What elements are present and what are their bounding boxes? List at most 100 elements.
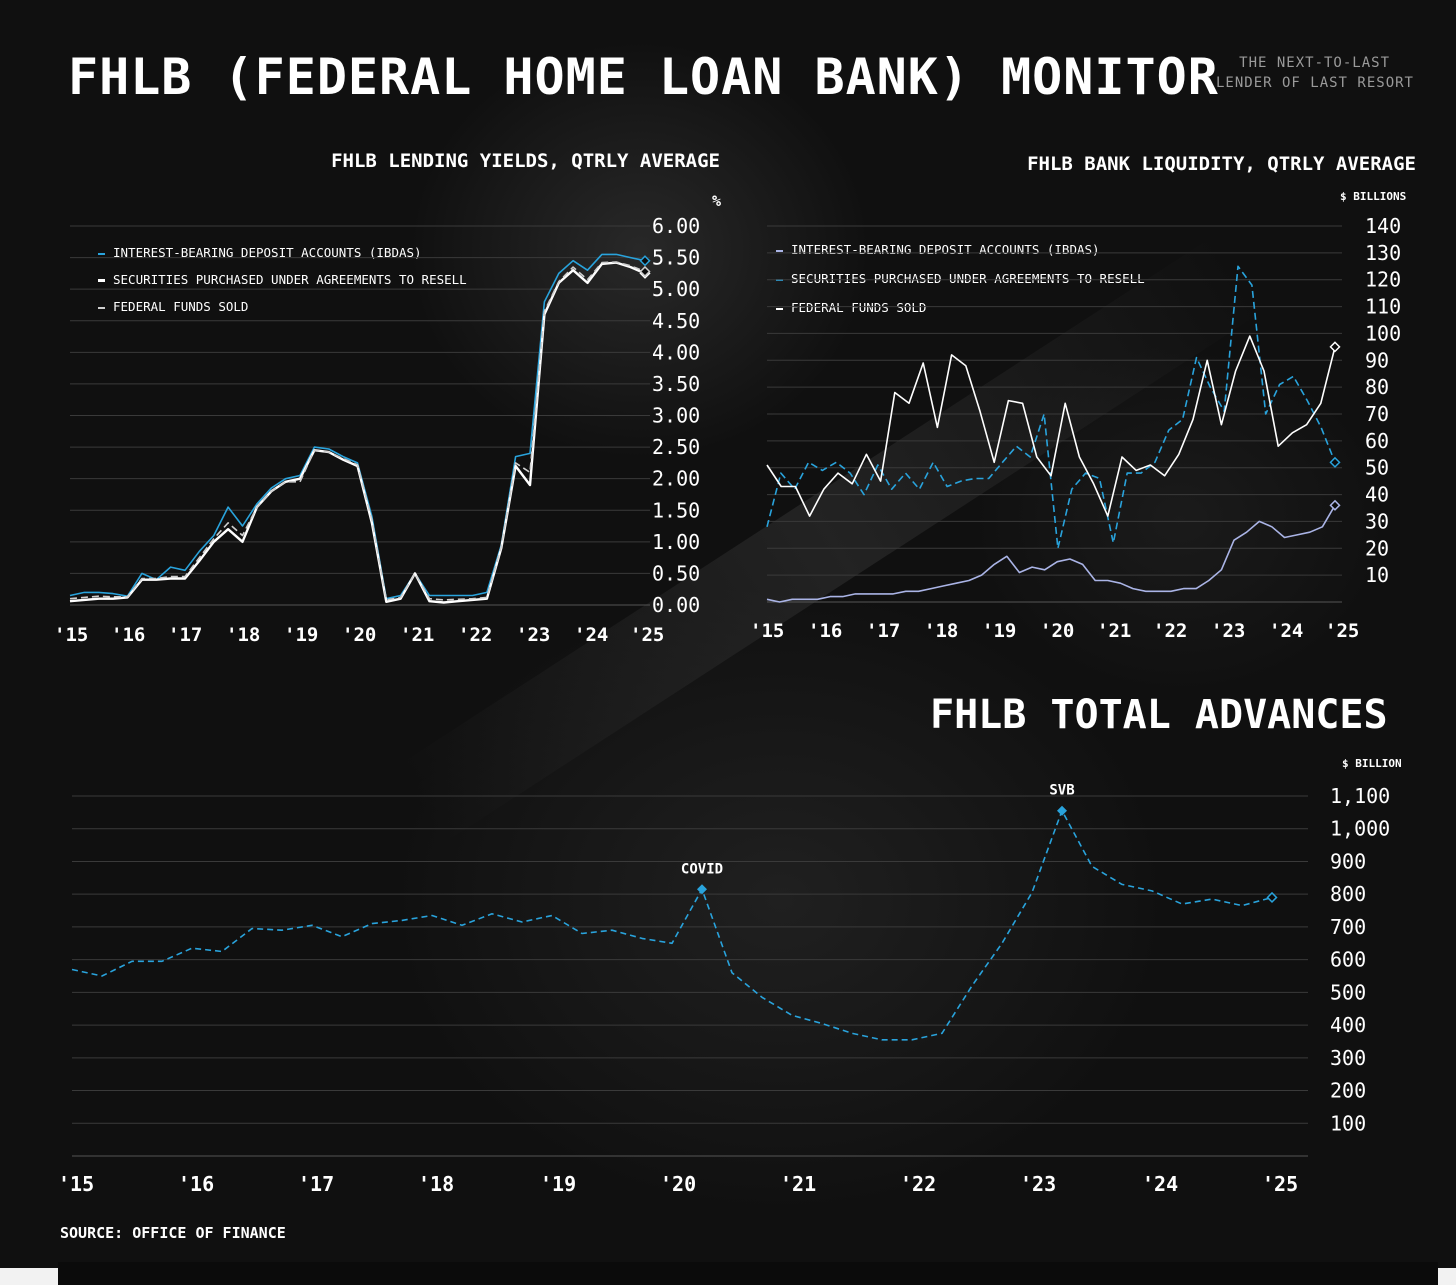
y-tick-label: 110 bbox=[1365, 295, 1401, 319]
x-tick-label: '24 bbox=[1269, 620, 1303, 642]
x-tick-label: '20 bbox=[342, 624, 376, 646]
x-tick-label: '15 bbox=[54, 624, 88, 646]
liquidity-chart-unit: $ BILLIONS bbox=[1340, 190, 1407, 203]
annotation-marker bbox=[697, 884, 707, 895]
x-tick-label: '17 bbox=[168, 624, 202, 646]
y-tick-label: 400 bbox=[1330, 1013, 1366, 1037]
y-tick-label: 4.00 bbox=[652, 340, 700, 364]
legend-item: FEDERAL FUNDS SOLD bbox=[98, 293, 467, 320]
x-tick-label: '16 bbox=[178, 1172, 214, 1196]
yields-chart-title: FHLB LENDING YIELDS, QTRLY AVERAGE bbox=[331, 150, 720, 172]
legend-item: FEDERAL FUNDS SOLD bbox=[776, 293, 1145, 322]
y-tick-label: 0.00 bbox=[652, 593, 700, 617]
y-tick-label: 5.50 bbox=[652, 246, 700, 270]
x-tick-label: '23 bbox=[1211, 620, 1245, 642]
y-tick-label: 70 bbox=[1365, 402, 1389, 426]
liquidity-chart-title: FHLB BANK LIQUIDITY, QTRLY AVERAGE bbox=[1027, 153, 1416, 175]
y-tick-label: 130 bbox=[1365, 241, 1401, 265]
series-line bbox=[71, 809, 1273, 1041]
y-tick-label: 600 bbox=[1330, 948, 1366, 972]
y-tick-label: 2.50 bbox=[652, 435, 700, 459]
y-tick-label: 500 bbox=[1330, 980, 1366, 1004]
x-tick-label: '18 bbox=[924, 620, 958, 642]
x-tick-label: '21 bbox=[780, 1172, 816, 1196]
legend-swatch bbox=[98, 306, 105, 309]
x-tick-label: '25 bbox=[1325, 620, 1359, 642]
x-tick-label: '21 bbox=[400, 624, 434, 646]
y-tick-label: 3.00 bbox=[652, 404, 700, 428]
annotation-label: COVID bbox=[681, 861, 723, 877]
legend-label: SECURITIES PURCHASED UNDER AGREEMENTS TO… bbox=[113, 272, 467, 287]
series-end-marker bbox=[1329, 456, 1341, 468]
y-tick-label: 100 bbox=[1330, 1111, 1366, 1135]
x-tick-label: '20 bbox=[1040, 620, 1074, 642]
y-tick-label: 0.50 bbox=[652, 561, 700, 585]
y-tick-label: 40 bbox=[1365, 483, 1389, 507]
legend-label: SECURITIES PURCHASED UNDER AGREEMENTS TO… bbox=[791, 271, 1145, 286]
y-tick-label: 120 bbox=[1365, 268, 1401, 292]
y-tick-label: 6.00 bbox=[652, 214, 700, 238]
y-tick-label: 2.00 bbox=[652, 467, 700, 491]
series-line bbox=[69, 261, 646, 604]
bottom-panel bbox=[58, 1262, 1438, 1285]
y-tick-label: 900 bbox=[1330, 849, 1366, 873]
x-tick-label: '15 bbox=[58, 1172, 94, 1196]
x-tick-label: '17 bbox=[866, 620, 900, 642]
y-tick-label: 3.50 bbox=[652, 372, 700, 396]
series-end-marker bbox=[639, 255, 651, 267]
y-tick-label: 80 bbox=[1365, 375, 1389, 399]
y-tick-label: 800 bbox=[1330, 882, 1366, 906]
y-tick-label: 1.00 bbox=[652, 530, 700, 554]
y-tick-label: 20 bbox=[1365, 536, 1389, 560]
x-tick-label: '23 bbox=[516, 624, 550, 646]
x-tick-label: '19 bbox=[284, 624, 318, 646]
x-tick-label: '25 bbox=[630, 624, 664, 646]
yields-legend: INTEREST-BEARING DEPOSIT ACCOUNTS (IBDAS… bbox=[98, 239, 467, 320]
x-tick-label: '25 bbox=[1262, 1172, 1298, 1196]
y-tick-label: 5.00 bbox=[652, 277, 700, 301]
legend-label: FEDERAL FUNDS SOLD bbox=[791, 300, 927, 315]
annotation-marker bbox=[1057, 805, 1067, 816]
series-end-marker bbox=[1329, 499, 1341, 511]
advances-chart-unit: $ BILLION bbox=[1342, 757, 1402, 770]
legend-item: SECURITIES PURCHASED UNDER AGREEMENTS TO… bbox=[98, 266, 467, 293]
legend-label: FEDERAL FUNDS SOLD bbox=[113, 299, 249, 314]
x-tick-label: '16 bbox=[111, 624, 145, 646]
page-title: FHLB (FEDERAL HOME LOAN BANK) MONITOR bbox=[68, 48, 1219, 106]
y-tick-label: 200 bbox=[1330, 1079, 1366, 1103]
x-tick-label: '24 bbox=[1142, 1172, 1178, 1196]
legend-swatch bbox=[776, 249, 783, 252]
annotation-label: SVB bbox=[1049, 783, 1074, 799]
x-tick-label: '17 bbox=[298, 1172, 334, 1196]
tagline-line-1: THE NEXT-TO-LAST bbox=[1239, 55, 1390, 71]
y-tick-label: 700 bbox=[1330, 915, 1366, 939]
x-tick-label: '24 bbox=[574, 624, 608, 646]
y-tick-label: 10 bbox=[1365, 563, 1389, 587]
x-tick-label: '22 bbox=[900, 1172, 936, 1196]
x-tick-label: '16 bbox=[808, 620, 842, 642]
legend-swatch bbox=[776, 307, 783, 310]
legend-swatch bbox=[98, 252, 105, 255]
x-tick-label: '19 bbox=[540, 1172, 576, 1196]
y-tick-label: 90 bbox=[1365, 348, 1389, 372]
series-line bbox=[766, 335, 1336, 517]
y-tick-label: 300 bbox=[1330, 1046, 1366, 1070]
legend-swatch bbox=[98, 279, 105, 282]
series-end-marker bbox=[1266, 891, 1278, 904]
x-tick-label: '18 bbox=[226, 624, 260, 646]
y-tick-label: 4.50 bbox=[652, 309, 700, 333]
y-tick-label: 60 bbox=[1365, 429, 1389, 453]
advances-chart-title: FHLB TOTAL ADVANCES bbox=[930, 692, 1388, 738]
y-tick-label: 1.50 bbox=[652, 498, 700, 522]
series-end-marker bbox=[639, 265, 651, 278]
x-tick-label: '23 bbox=[1020, 1172, 1056, 1196]
series-line bbox=[69, 261, 646, 601]
x-tick-label: '20 bbox=[660, 1172, 696, 1196]
legend-label: INTEREST-BEARING DEPOSIT ACCOUNTS (IBDAS… bbox=[113, 245, 422, 260]
series-line bbox=[69, 253, 646, 600]
x-tick-label: '21 bbox=[1097, 620, 1131, 642]
series-line bbox=[766, 504, 1336, 603]
x-tick-label: '19 bbox=[982, 620, 1016, 642]
